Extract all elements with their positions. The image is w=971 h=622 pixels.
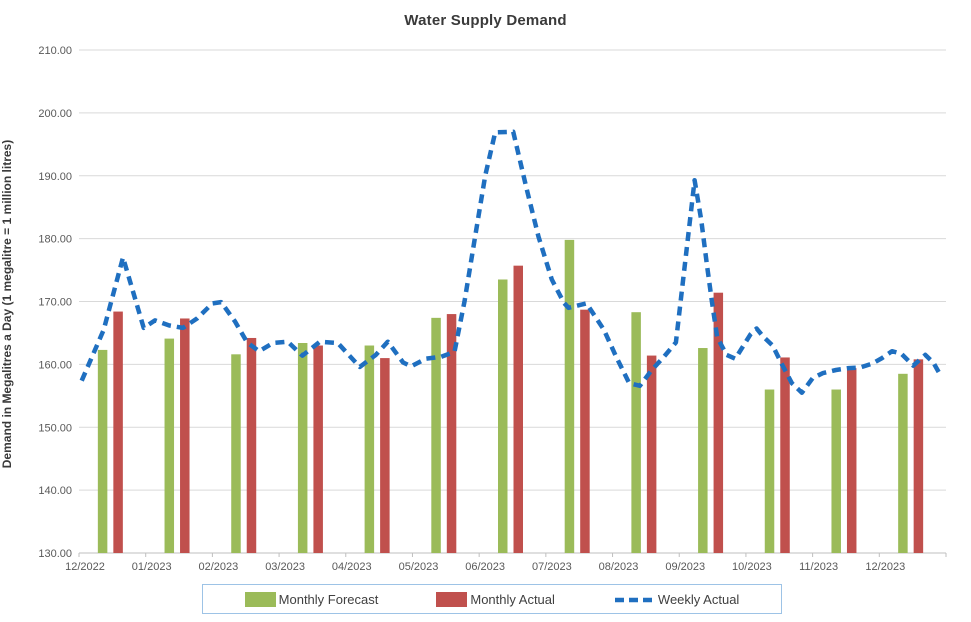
x-tick-label: 01/2023 xyxy=(132,561,172,573)
y-tick-label: 210.00 xyxy=(38,45,72,57)
y-tick-label: 160.00 xyxy=(38,359,72,371)
bar-monthly-forecast-05/2023 xyxy=(431,317,441,553)
bar-monthly-forecast-11/2023 xyxy=(831,389,841,553)
bar-monthly-actual-09/2023 xyxy=(713,292,724,553)
plot-area: 130.00 140.00 150.00 160.00 170.00 180.00 190.… xyxy=(38,45,947,573)
actual-swatch-icon xyxy=(436,591,468,607)
x-tick-label: 08/2023 xyxy=(599,561,639,573)
bar-monthly-actual-12/2022 xyxy=(113,311,123,553)
legend-item-monthly-actual: Monthly Actual xyxy=(436,591,555,607)
x-tick-label: 02/2023 xyxy=(199,561,239,573)
x-tick-label: 10/2023 xyxy=(732,561,772,573)
bar-monthly-forecast-06/2023 xyxy=(498,279,508,553)
bar-monthly-actual-06/2023 xyxy=(513,265,523,553)
weekly-line-swatch-icon xyxy=(613,592,655,607)
y-tick-label: 140.00 xyxy=(38,485,72,497)
legend-label-weekly-actual: Weekly Actual xyxy=(657,591,740,607)
forecast-swatch-icon xyxy=(244,591,276,607)
x-tick-label: 06/2023 xyxy=(465,561,505,573)
y-tick-label: 180.00 xyxy=(38,234,72,246)
x-tick-label: 05/2023 xyxy=(399,561,439,573)
y-tick-label: 150.00 xyxy=(38,422,72,434)
bar-monthly-actual-12/2023 xyxy=(913,359,924,553)
bar-monthly-forecast-07/2023 xyxy=(564,239,575,553)
y-tick-label: 200.00 xyxy=(38,108,72,120)
bar-monthly-actual-11/2023 xyxy=(846,368,857,553)
bar-monthly-actual-10/2023 xyxy=(780,357,790,553)
bar-monthly-forecast-02/2023 xyxy=(231,354,241,553)
bar-monthly-forecast-08/2023 xyxy=(631,312,641,553)
x-tick-label: 09/2023 xyxy=(665,561,705,573)
bar-monthly-forecast-12/2023 xyxy=(898,373,908,553)
bar-monthly-actual-01/2023 xyxy=(180,318,190,553)
bar-monthly-forecast-10/2023 xyxy=(764,389,775,553)
bar-monthly-actual-05/2023 xyxy=(446,314,457,553)
legend: Monthly Forecast Monthly Actual Weekly A… xyxy=(202,584,782,614)
weekly-actual-line xyxy=(79,129,942,395)
bar-monthly-actual-04/2023 xyxy=(380,358,390,553)
bar-monthly-forecast-12/2022 xyxy=(97,349,108,553)
legend-label-monthly-forecast: Monthly Forecast xyxy=(278,591,379,607)
bar-monthly-forecast-03/2023 xyxy=(297,342,308,553)
bar-monthly-actual-02/2023 xyxy=(246,337,257,553)
x-tick-label: 12/2022 xyxy=(65,561,105,573)
legend-item-monthly-forecast: Monthly Forecast xyxy=(244,591,379,607)
y-tick-label: 170.00 xyxy=(38,297,72,309)
x-tick-label: 12/2023 xyxy=(865,561,905,573)
bar-monthly-forecast-09/2023 xyxy=(698,348,708,553)
y-tick-label: 130.00 xyxy=(38,548,72,560)
x-tick-label: 03/2023 xyxy=(265,561,305,573)
x-tick-label: 07/2023 xyxy=(532,561,572,573)
legend-label-monthly-actual: Monthly Actual xyxy=(470,591,555,607)
y-tick-label: 190.00 xyxy=(38,171,72,183)
bar-monthly-actual-03/2023 xyxy=(313,345,323,553)
bar-monthly-actual-07/2023 xyxy=(580,309,590,553)
chart-title: Water Supply Demand xyxy=(404,12,567,29)
bar-monthly-forecast-04/2023 xyxy=(364,345,375,553)
bar-monthly-forecast-01/2023 xyxy=(164,338,175,553)
bar-monthly-actual-08/2023 xyxy=(646,355,657,553)
legend-item-weekly-actual: Weekly Actual xyxy=(613,592,739,607)
x-tick-label: 04/2023 xyxy=(332,561,372,573)
x-tick-label: 11/2023 xyxy=(799,561,838,573)
